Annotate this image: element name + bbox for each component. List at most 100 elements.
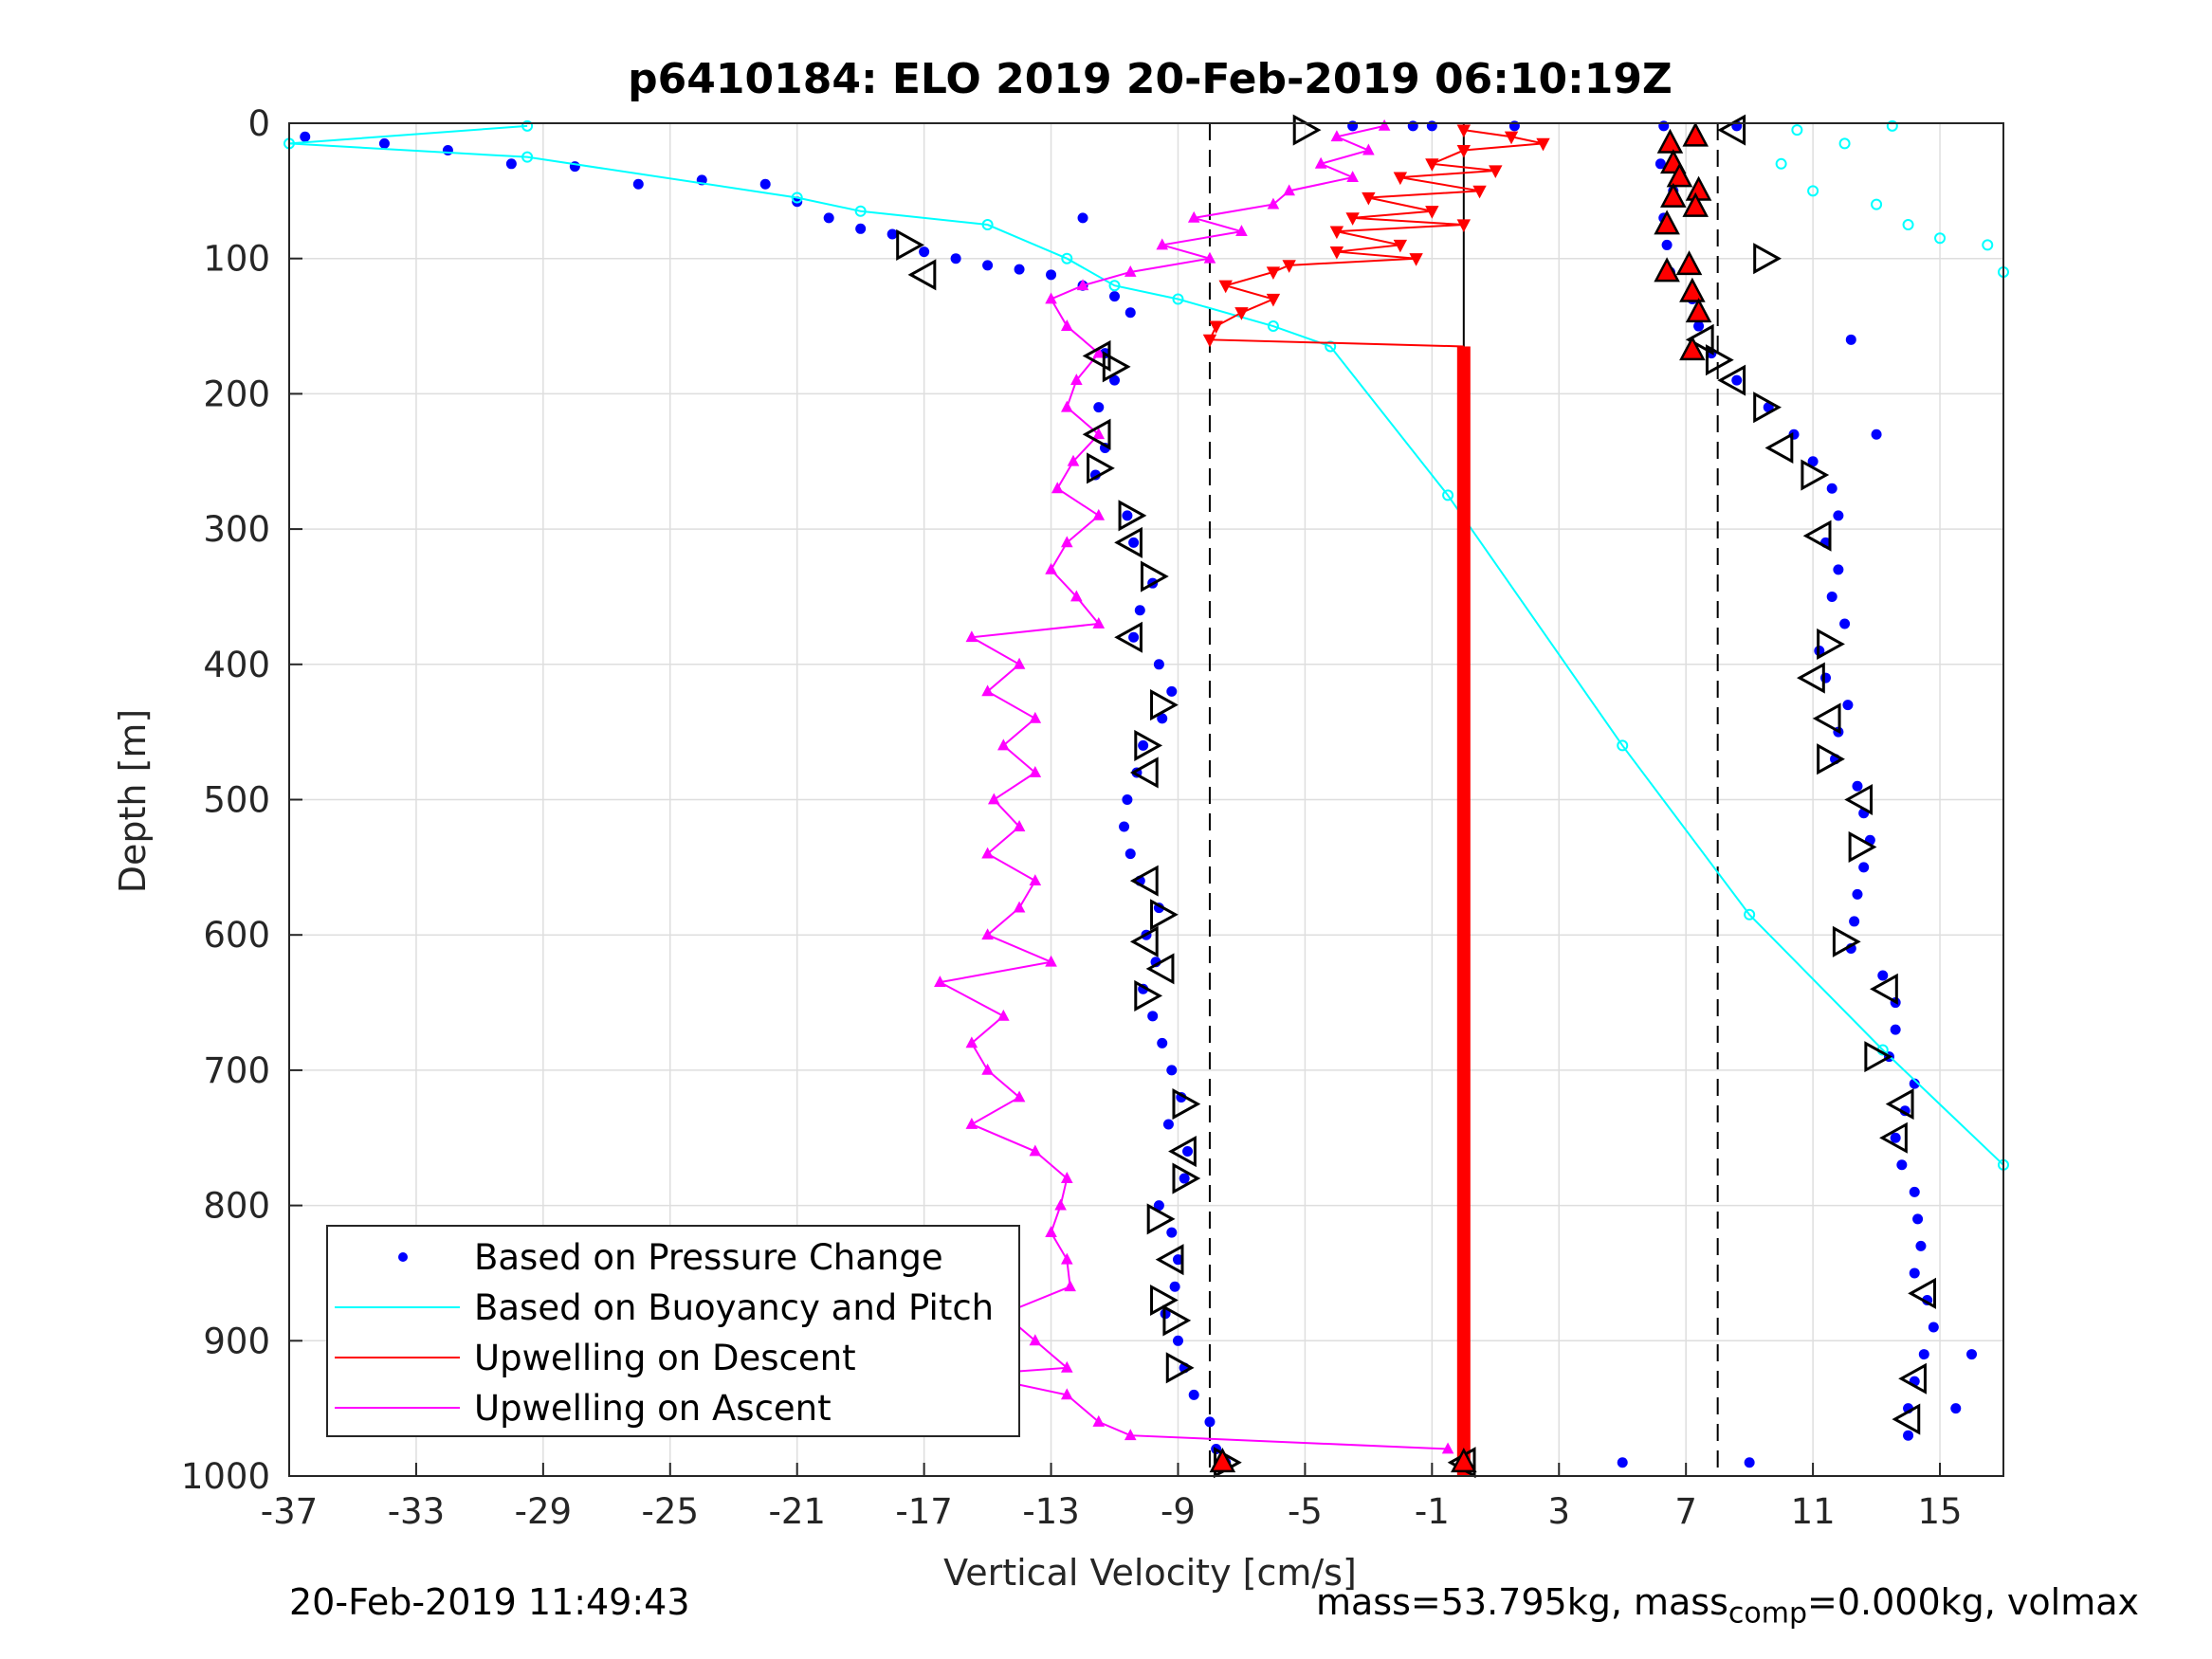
x-tick-label: 11 (1791, 1491, 1836, 1532)
descent-point (1409, 253, 1423, 266)
black-triangle (1114, 526, 1143, 558)
descent-point (1425, 158, 1439, 172)
legend-label: Based on Buoyancy and Pitch (474, 1287, 994, 1328)
y-tick-label: 500 (203, 780, 270, 821)
black-triangle (1864, 1041, 1893, 1073)
y-tick-label: 100 (203, 239, 270, 280)
ascent-point (1070, 590, 1083, 602)
y-tick-label: 1000 (181, 1456, 270, 1497)
pressure-point (1122, 794, 1133, 805)
black-triangle (1892, 1403, 1921, 1435)
red-triangle (1660, 182, 1687, 208)
mass-suffix: =0.000kg, volmax (1807, 1581, 2140, 1623)
pressure-point (1166, 685, 1178, 697)
ascent-point (1013, 820, 1026, 831)
ascent-point (1045, 562, 1057, 574)
x-tick-label: 7 (1674, 1491, 1697, 1532)
red-triangle (1679, 336, 1706, 361)
descent-line (1208, 129, 1544, 348)
y-axis-label: Depth [m] (112, 709, 154, 894)
pressure-point (759, 178, 771, 190)
buoyancy-point (1172, 293, 1184, 305)
black-triangle (1082, 418, 1111, 450)
black-triangle (1885, 1088, 1914, 1121)
black-triangle (1908, 1277, 1936, 1309)
descent-point (1489, 165, 1503, 178)
pressure-point (1204, 1416, 1216, 1428)
black-triangle (1802, 520, 1832, 552)
pressure-point (855, 223, 867, 234)
ascent-point (1045, 955, 1057, 967)
y-tick-label: 300 (203, 509, 270, 550)
pressure-point (1134, 605, 1145, 616)
pressure-point (1124, 307, 1136, 319)
black-triangle (1870, 973, 1898, 1005)
red-triangle (1654, 210, 1680, 235)
black-triangle (907, 259, 937, 291)
pressure-point (1153, 1200, 1164, 1212)
x-tick-label: -25 (642, 1491, 699, 1532)
buoyancy-point (981, 219, 994, 231)
descent-point (1456, 219, 1472, 233)
red-triangle (1679, 277, 1706, 302)
pressure-point (1109, 374, 1121, 386)
pressure-point (1845, 334, 1856, 345)
pressure-point (1807, 456, 1819, 467)
descent-point (1218, 280, 1233, 294)
pressure-point (1124, 848, 1136, 860)
x-tick-label: -9 (1161, 1491, 1196, 1532)
black-triangle (1879, 1121, 1908, 1154)
black-triangle (1165, 1352, 1195, 1384)
descent-point (1536, 137, 1550, 152)
ascent-point (1124, 1429, 1137, 1441)
pressure-point (1162, 1119, 1174, 1130)
buoyancy-point (521, 119, 534, 132)
marker-layer (896, 114, 1936, 1479)
black-triangle (1844, 783, 1874, 816)
black-triangle (1685, 323, 1714, 356)
x-tick-label: -1 (1415, 1491, 1450, 1532)
pressure-point (1909, 1186, 1920, 1197)
x-tick-label: 3 (1547, 1491, 1570, 1532)
ascent-point (1070, 374, 1083, 386)
red-triangle (1451, 1448, 1477, 1473)
series-upwelling-on-ascent (934, 118, 1454, 1454)
buoyancy-point (1744, 908, 1756, 921)
ascent-point (1060, 319, 1073, 331)
pressure-point (1188, 1389, 1199, 1400)
ascent-point (1013, 901, 1026, 913)
black-triangle (1832, 925, 1861, 957)
black-triangle (1129, 865, 1159, 897)
descent-bar (1456, 346, 1471, 1477)
pressure-point (1871, 428, 1882, 440)
ascent-point (997, 738, 1010, 751)
x-tick-label: -17 (895, 1491, 952, 1532)
y-tick-label: 600 (203, 915, 270, 956)
legend-label: Upwelling on Ascent (474, 1388, 832, 1429)
series-based-on-buoyancy-and-pitch (283, 119, 2009, 1171)
pressure-point (1826, 591, 1837, 602)
ascent-point (1124, 264, 1137, 277)
x-tick-label: -33 (388, 1491, 445, 1532)
descent-point (1456, 124, 1472, 138)
black-triangle (1162, 1304, 1192, 1337)
footer-timestamp: 20-Feb-2019 11:49:43 (289, 1581, 690, 1623)
black-triangle (1150, 689, 1179, 721)
black-triangle (1134, 979, 1163, 1012)
descent-point (1362, 191, 1376, 206)
pressure-point (1093, 402, 1105, 413)
black-triangle (1087, 452, 1115, 484)
pressure-point (1128, 537, 1140, 548)
buoyancy-point (1886, 119, 1898, 132)
pressure-point (1896, 1159, 1908, 1171)
black-triangle (1168, 1135, 1197, 1168)
pressure-point (1858, 862, 1870, 873)
pressure-point (1833, 564, 1844, 575)
pressure-point (1731, 374, 1743, 386)
pressure-point (1852, 780, 1863, 792)
black-triangle (1129, 757, 1159, 789)
pressure-point (1842, 700, 1854, 711)
pressure-point (1909, 1267, 1920, 1279)
pressure-point (1849, 916, 1860, 927)
pressure-point (1890, 1132, 1901, 1143)
